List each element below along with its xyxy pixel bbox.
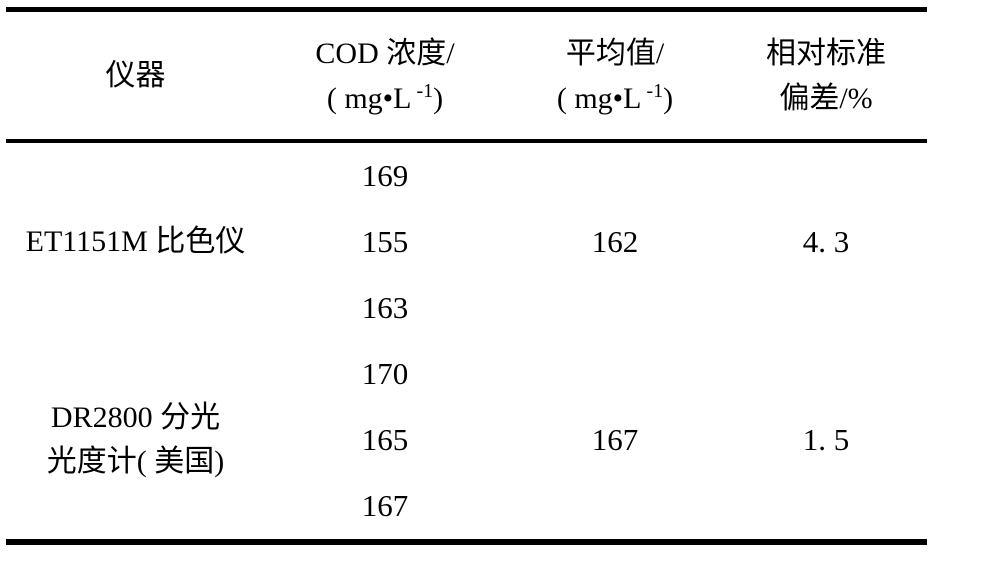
- instrument-name: ET1151M 比色仪: [25, 225, 246, 258]
- cod-value-cell: 167: [361, 488, 409, 523]
- header-cod-title: COD 浓度/: [315, 36, 455, 70]
- unit-text: ( mg•L: [556, 81, 642, 115]
- col-header-mean: 平均值/ ( mg•L -1): [505, 9, 725, 143]
- mean-value-cell: 167: [591, 422, 639, 457]
- col-header-instrument: 仪器: [6, 9, 265, 143]
- cod-value-cell: 170: [361, 356, 409, 391]
- instrument-cell-dr2800: DR2800 分光 光度计( 美国): [6, 341, 265, 542]
- table-row: ET1151M 比色仪 169 162 4. 3: [6, 141, 927, 259]
- cod-value-cell: 163: [361, 290, 409, 325]
- table-row: DR2800 分光 光度计( 美国) 170 167 1. 5: [6, 341, 927, 478]
- table-header: 仪器 COD 浓度/ ( mg•L -1) 平均值/ ( mg•L -1) 相对标准…: [6, 9, 927, 143]
- header-rsd-line1: 相对标准: [766, 36, 886, 70]
- table-row: 155: [6, 209, 927, 275]
- header-cod-unit: ( mg•L -1): [265, 76, 505, 121]
- unit-exponent: -1: [646, 79, 664, 102]
- table-body: ET1151M 比色仪 169 162 4. 3 155 163 DR2800 …: [6, 141, 927, 542]
- rsd-value-cell: 1. 5: [802, 422, 850, 457]
- table-row: 165: [6, 407, 927, 473]
- instrument-name-line1: DR2800 分光: [50, 401, 221, 434]
- unit-close-paren: ): [433, 81, 444, 115]
- cod-comparison-table: 仪器 COD 浓度/ ( mg•L -1) 平均值/ ( mg•L -1) 相对标准…: [6, 7, 927, 545]
- table-row: 163: [6, 275, 927, 341]
- header-row: 仪器 COD 浓度/ ( mg•L -1) 平均值/ ( mg•L -1) 相对标准…: [6, 9, 927, 143]
- mean-value-cell: 162: [591, 224, 639, 259]
- col-header-cod-concentration: COD 浓度/ ( mg•L -1): [265, 9, 505, 143]
- unit-text: ( mg•L: [326, 81, 412, 115]
- unit-close-paren: ): [663, 81, 674, 115]
- rsd-value-cell: 4. 3: [802, 224, 850, 259]
- table-row: 167: [6, 473, 927, 542]
- cod-value-cell: 155: [361, 224, 409, 259]
- header-rsd-line2: 偏差/%: [779, 81, 873, 115]
- instrument-name-line2: 光度计( 美国): [46, 445, 225, 478]
- col-header-rsd: 相对标准 偏差/%: [725, 9, 927, 143]
- cod-value-cell: 169: [361, 158, 409, 193]
- header-mean-unit: ( mg•L -1): [505, 76, 725, 121]
- cod-value-cell: 165: [361, 422, 409, 457]
- header-mean-title: 平均值/: [565, 36, 665, 70]
- instrument-cell-et1151m: ET1151M 比色仪: [6, 141, 265, 341]
- header-instrument-label: 仪器: [105, 59, 166, 92]
- unit-exponent: -1: [416, 79, 434, 102]
